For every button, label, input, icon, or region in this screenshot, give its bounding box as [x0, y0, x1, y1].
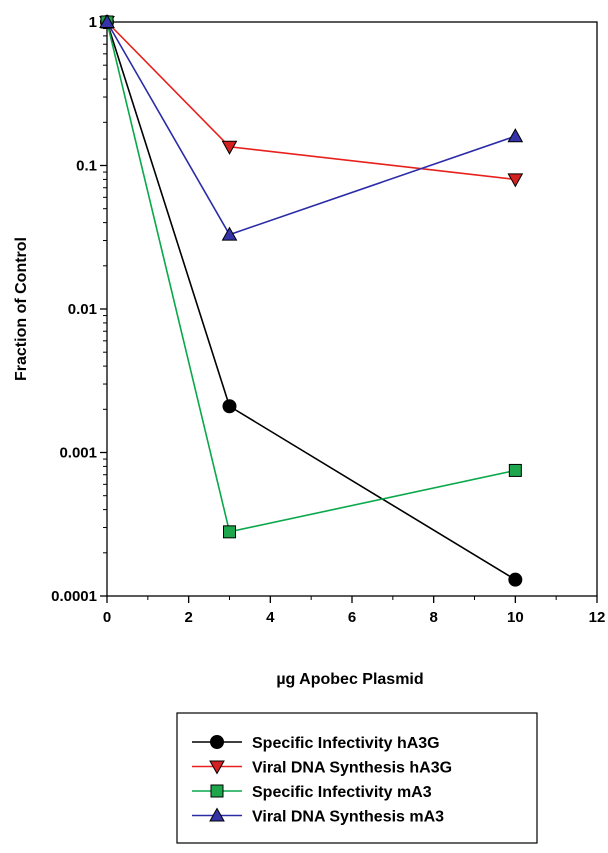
data-point-series-2	[507, 173, 524, 188]
data-point-series-1	[508, 572, 523, 587]
legend-marker-1	[210, 735, 224, 749]
data-point-series-4	[507, 128, 524, 143]
legend-marker-3	[210, 784, 224, 798]
legend-label-4: Viral DNA Synthesis mA3	[252, 809, 444, 826]
legend-label-1: Specific Infectivity hA3G	[252, 735, 440, 752]
y-tick-label: 0.001	[59, 445, 97, 462]
data-point-series-4	[99, 13, 115, 28]
legend: Specific Infectivity hA3G Viral DNA Synth…	[176, 712, 538, 844]
data-point-series-1	[222, 399, 237, 414]
x-axis-title: µg Apobec Plasmid	[276, 671, 423, 688]
series-line-4	[106, 21, 516, 236]
x-tick-label: 6	[348, 609, 356, 626]
x-tick-label: 4	[266, 609, 275, 626]
legend-label-3: Specific Infectivity mA3	[252, 784, 432, 801]
y-tick-label: 0.0001	[51, 588, 97, 605]
legend-label-2: Viral DNA Synthesis hA3G	[252, 760, 452, 777]
data-point-series-3	[223, 525, 236, 539]
legend-marker-4	[209, 807, 225, 822]
x-tick-label: 10	[507, 609, 524, 626]
plot-frame	[106, 21, 598, 597]
series-line-2	[106, 21, 516, 181]
x-tick-label: 2	[184, 609, 192, 626]
y-tick-label: 1	[89, 14, 97, 31]
legend-box	[176, 712, 538, 844]
series-line-1	[106, 21, 516, 581]
plot-area: 0 2 4 6 8 10 12 0.0001 0.001 0.01 0.1 1	[51, 13, 606, 626]
x-tick-label: 8	[429, 609, 437, 626]
data-point-series-4	[221, 226, 238, 241]
y-tick-label: 0.1	[76, 158, 97, 175]
x-tick-label: 0	[103, 609, 111, 626]
y-tick-label: 0.01	[68, 301, 97, 318]
legend-marker-2	[209, 760, 225, 775]
y-axis-title: Fraction of Control	[13, 237, 30, 381]
x-tick-label: 12	[589, 609, 606, 626]
data-point-series-3	[508, 463, 522, 477]
data-point-series-2	[221, 140, 238, 155]
